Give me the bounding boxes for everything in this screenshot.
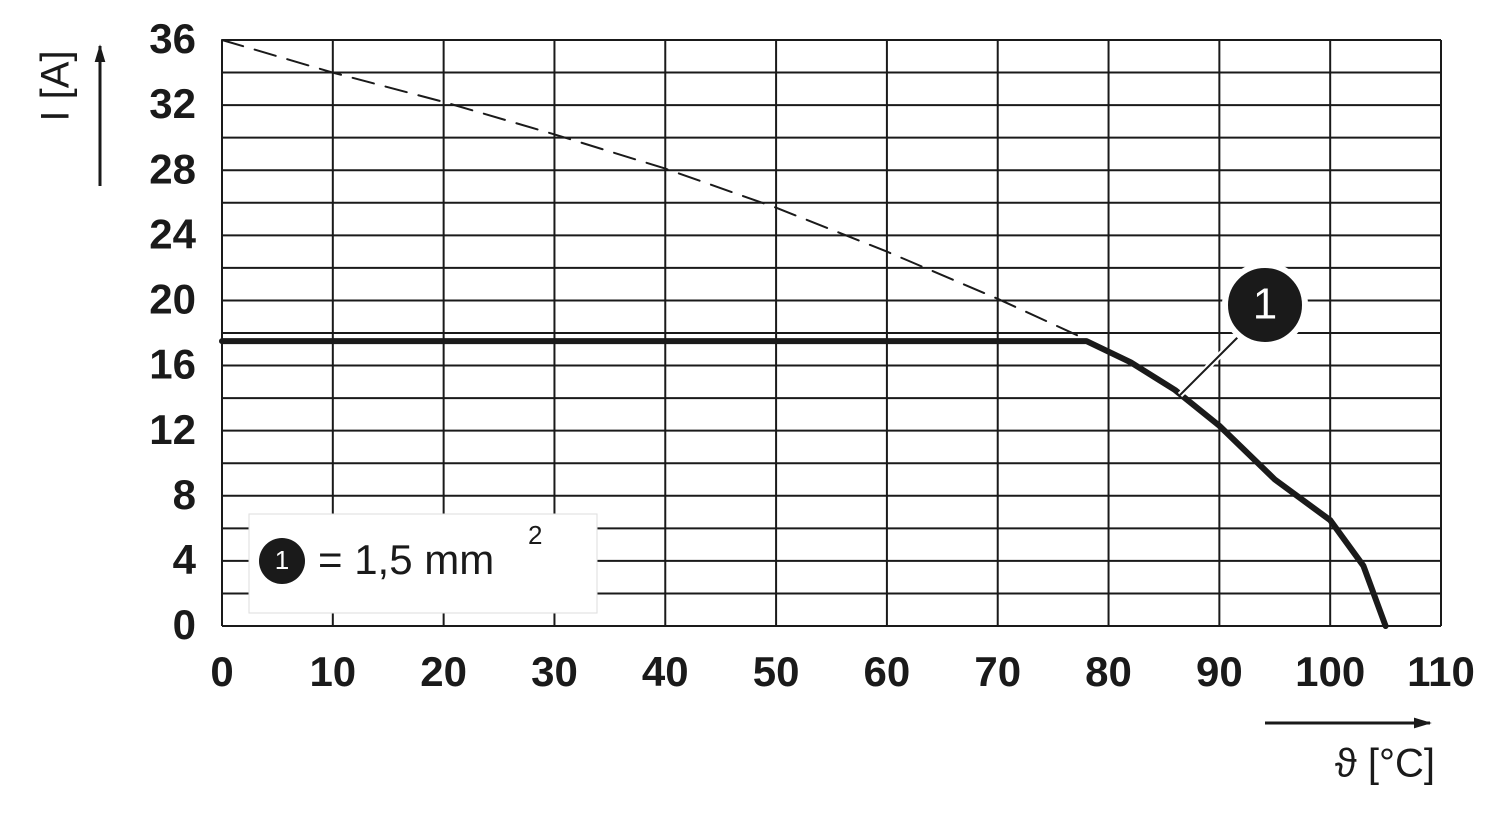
x-tick-label: 60 xyxy=(864,648,911,695)
y-tick-label: 0 xyxy=(173,601,196,648)
series-line xyxy=(221,39,1088,341)
y-tick-label: 32 xyxy=(149,80,196,127)
legend-box xyxy=(248,513,598,614)
y-axis-title: I [A] xyxy=(34,50,78,121)
x-tick-label: 110 xyxy=(1407,648,1475,695)
series-line xyxy=(219,338,1389,629)
x-tick-label: 10 xyxy=(309,648,356,695)
x-tick-label: 40 xyxy=(642,648,689,695)
legend-superscript: 2 xyxy=(528,520,542,550)
y-tick-label: 16 xyxy=(149,341,196,388)
x-axis-title: ϑ [°C] xyxy=(1335,742,1435,786)
x-tick-label: 50 xyxy=(753,648,800,695)
x-tick-label: 80 xyxy=(1085,648,1132,695)
x-tick-label: 20 xyxy=(420,648,467,695)
annotation-label: 1 xyxy=(1253,280,1277,329)
x-tick-label: 70 xyxy=(974,648,1021,695)
lines xyxy=(219,39,1389,629)
annotation-marker xyxy=(1222,262,1308,348)
y-tick-label: 12 xyxy=(149,406,196,453)
x-tick-label: 90 xyxy=(1196,648,1243,695)
legend-marker xyxy=(259,538,305,584)
x-tick-label: 30 xyxy=(531,648,578,695)
y-tick-label: 36 xyxy=(149,15,196,62)
y-tick-label: 20 xyxy=(149,276,196,323)
legend: 1 = 1,5 mm 2 xyxy=(248,513,598,614)
y-tick-label: 28 xyxy=(149,145,196,192)
legend-marker-label: 1 xyxy=(275,545,289,575)
y-tick-label: 4 xyxy=(173,536,197,583)
x-tick-label: 0 xyxy=(210,648,233,695)
legend-text: = 1,5 mm xyxy=(318,536,494,583)
annotation-leader xyxy=(1179,334,1241,396)
y-tick-label: 8 xyxy=(173,471,196,518)
x-tick-label: 100 xyxy=(1295,648,1365,695)
y-tick-label: 24 xyxy=(149,210,196,257)
